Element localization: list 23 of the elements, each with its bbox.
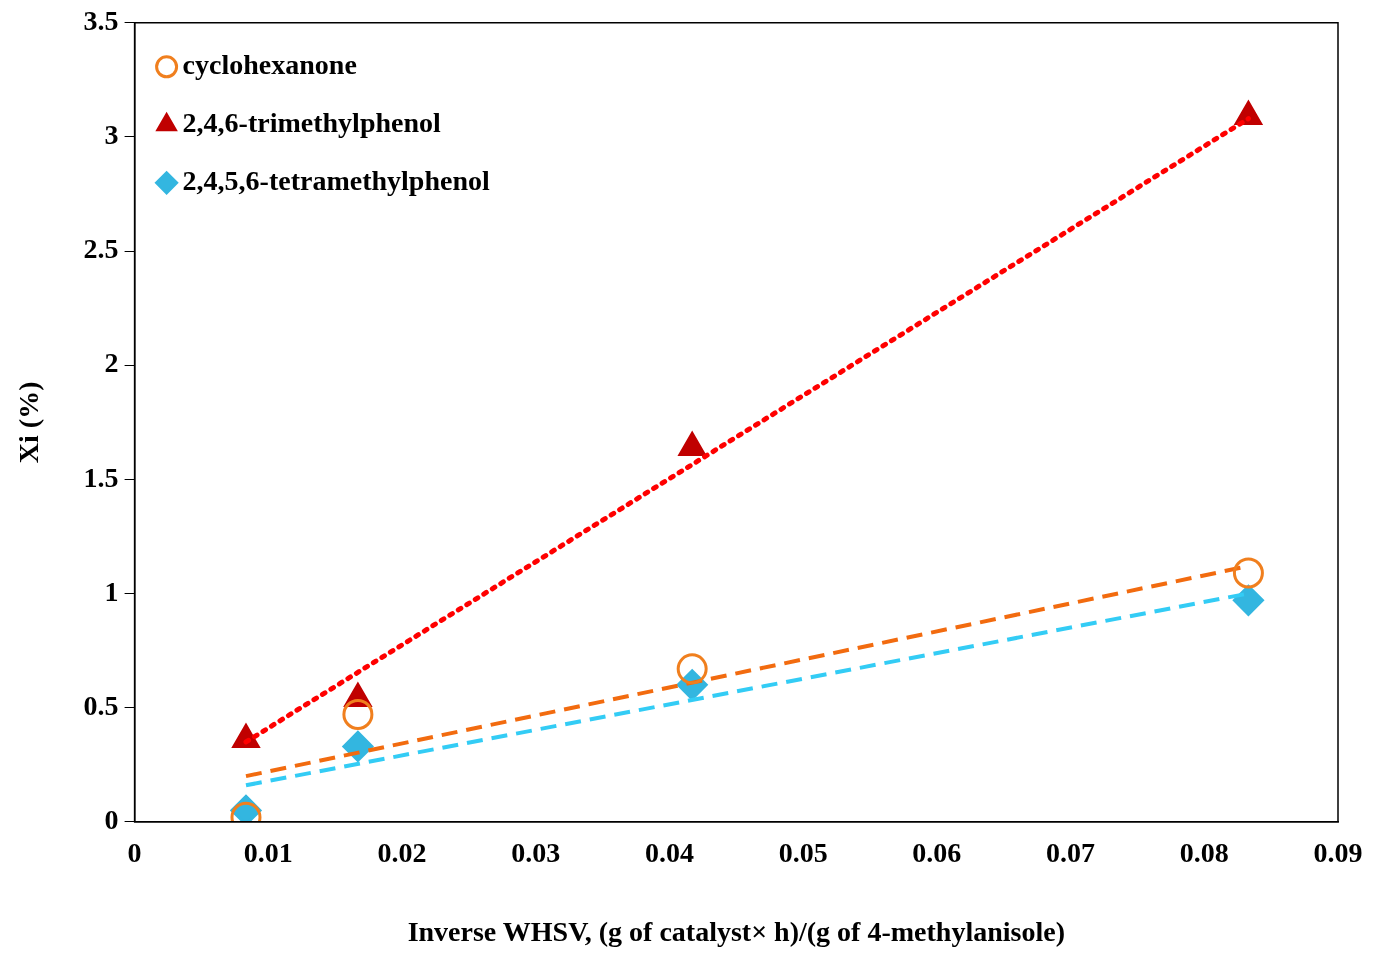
y-tick-label: 0.5 <box>83 689 119 721</box>
x-tick-label: 0.07 <box>1046 836 1096 868</box>
y-tick-label: 2 <box>104 347 119 379</box>
x-axis-title: Inverse WHSV, (g of catalyst× h)/(g of 4-methylanisole) <box>407 916 1065 948</box>
legend-label: 2,4,6-trimethylphenol <box>182 107 442 139</box>
x-tick-label: 0 <box>127 836 142 868</box>
y-tick-label: 0 <box>104 804 119 836</box>
x-tick-label: 0.01 <box>243 836 293 868</box>
x-tick-label: 0.05 <box>778 836 828 868</box>
x-tick-label: 0.04 <box>644 836 694 868</box>
legend-label: cyclohexanone <box>182 49 357 81</box>
y-tick-label: 2.5 <box>83 233 119 265</box>
x-tick-label: 0.06 <box>912 836 962 868</box>
x-tick-label: 0.09 <box>1313 836 1363 868</box>
legend-label: 2,4,5,6-tetramethylphenol <box>182 165 490 197</box>
x-tick-label: 0.08 <box>1179 836 1229 868</box>
y-tick-label: 1.5 <box>83 461 119 493</box>
x-tick-label: 0.02 <box>377 836 427 868</box>
y-tick-label: 3.5 <box>83 5 119 37</box>
y-tick-label: 1 <box>104 575 119 607</box>
y-axis-title: Xi (%) <box>13 381 45 464</box>
y-tick-label: 3 <box>104 119 119 151</box>
x-tick-label: 0.03 <box>511 836 561 868</box>
